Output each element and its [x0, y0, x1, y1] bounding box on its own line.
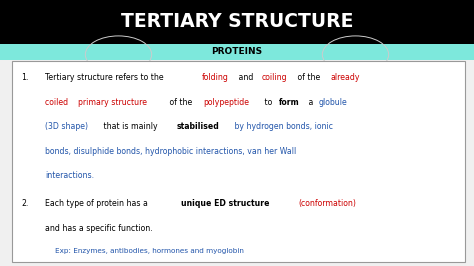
Text: and has a specific function.: and has a specific function. [45, 224, 153, 233]
Text: PROTEINS: PROTEINS [211, 47, 263, 56]
FancyBboxPatch shape [0, 0, 474, 44]
Text: to: to [262, 98, 275, 107]
Text: Exp: Enzymes, antibodies, hormones and myoglobin: Exp: Enzymes, antibodies, hormones and m… [55, 248, 243, 254]
Text: and: and [236, 73, 256, 82]
Text: of the: of the [295, 73, 322, 82]
Text: TERTIARY STRUCTURE: TERTIARY STRUCTURE [121, 12, 353, 31]
Text: form: form [279, 98, 300, 107]
Text: bonds, disulphide bonds, hydrophobic interactions, van her Wall: bonds, disulphide bonds, hydrophobic int… [45, 147, 296, 156]
Text: by hydrogen bonds, ionic: by hydrogen bonds, ionic [232, 122, 333, 131]
FancyBboxPatch shape [0, 44, 474, 60]
Text: coiling: coiling [262, 73, 287, 82]
Text: 1.: 1. [21, 73, 29, 82]
Text: (conformation): (conformation) [299, 199, 356, 208]
Text: that is mainly: that is mainly [100, 122, 160, 131]
Text: globule: globule [318, 98, 347, 107]
Text: 2.: 2. [21, 199, 29, 208]
Text: interactions.: interactions. [45, 171, 94, 180]
Text: polypeptide: polypeptide [203, 98, 249, 107]
Text: unique ED structure: unique ED structure [181, 199, 270, 208]
Text: Tertiary structure refers to the: Tertiary structure refers to the [45, 73, 166, 82]
Text: folding: folding [201, 73, 228, 82]
FancyBboxPatch shape [12, 61, 465, 262]
Text: coiled: coiled [45, 98, 71, 107]
Text: a: a [306, 98, 315, 107]
Text: (3D shape): (3D shape) [45, 122, 88, 131]
Text: already: already [330, 73, 360, 82]
Text: stabilised: stabilised [177, 122, 219, 131]
Text: Each type of protein has a: Each type of protein has a [45, 199, 150, 208]
Text: primary structure: primary structure [78, 98, 147, 107]
Text: of the: of the [167, 98, 195, 107]
